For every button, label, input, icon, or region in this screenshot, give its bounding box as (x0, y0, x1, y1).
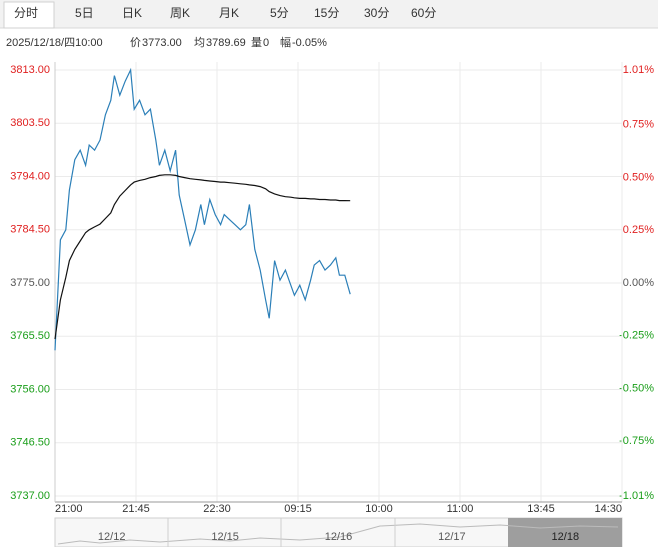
navigator-date: 12/15 (211, 531, 239, 543)
navigator-thumbnail (57, 523, 619, 545)
tab[interactable]: 月K (219, 6, 239, 20)
y-tick-label: 3794.00 (10, 170, 50, 182)
y2-tick-label: 0.50% (623, 171, 654, 183)
x-tick-label: 21:00 (55, 503, 83, 515)
y-tick-label: 3737.00 (10, 490, 50, 502)
series-line (54, 174, 351, 340)
tab[interactable]: 5日 (75, 6, 94, 20)
y-tick-label: 3775.00 (10, 277, 50, 289)
info-text: 量 (251, 36, 262, 49)
info-text: -0.05% (292, 37, 327, 49)
navigator-date: 12/18 (552, 531, 580, 543)
y-tick-label: 3765.50 (10, 330, 50, 342)
y2-tick-label: -0.25% (619, 330, 654, 342)
info-text: 幅 (280, 36, 291, 49)
info-text: 2025/12/18/四10:00 (6, 37, 103, 49)
active-tab (3, 1, 55, 29)
tab[interactable]: 日K (122, 6, 142, 20)
x-tick-label: 21:45 (122, 503, 150, 515)
info-text: 0 (263, 37, 269, 49)
series-line (54, 67, 351, 351)
tab[interactable]: 5分 (270, 6, 289, 20)
x-tick-label: 13:45 (527, 503, 555, 515)
x-tick-label: 22:30 (203, 503, 231, 515)
y2-tick-label: 0.75% (623, 119, 654, 131)
y-tick-label: 3813.00 (10, 64, 50, 76)
x-tick-label: 09:15 (284, 503, 312, 515)
y2-tick-label: 0.00% (623, 277, 654, 289)
tab[interactable]: 30分 (364, 6, 389, 20)
info-text: 均 (194, 36, 205, 49)
y2-tick-label: -0.50% (619, 382, 654, 394)
info-text: 价 (130, 36, 141, 49)
tab[interactable]: 15分 (314, 6, 339, 20)
navigator-date: 12/16 (325, 531, 353, 543)
y-tick-label: 3784.50 (10, 224, 50, 236)
y2-tick-label: -1.01% (619, 490, 654, 502)
navigator-date: 12/12 (98, 531, 126, 543)
x-tick-label: 14:30 (594, 503, 622, 515)
tab[interactable]: 周K (170, 6, 190, 20)
tab-bar (0, 0, 658, 28)
navigator-date: 12/17 (438, 531, 466, 543)
y-tick-label: 3746.50 (10, 437, 50, 449)
x-tick-label: 10:00 (365, 503, 393, 515)
info-text: 3773.00 (142, 37, 182, 49)
y-tick-label: 3756.00 (10, 383, 50, 395)
x-tick-label: 11:00 (447, 503, 474, 515)
y-tick-label: 3803.50 (10, 117, 50, 129)
tab[interactable]: 分时 (14, 6, 38, 20)
navigator-selection[interactable] (508, 518, 622, 547)
info-text: 3789.69 (206, 37, 246, 49)
y2-tick-label: 1.01% (623, 64, 654, 76)
y2-tick-label: 0.25% (623, 224, 654, 236)
y2-tick-label: -0.75% (619, 435, 654, 447)
tab[interactable]: 60分 (411, 6, 436, 20)
